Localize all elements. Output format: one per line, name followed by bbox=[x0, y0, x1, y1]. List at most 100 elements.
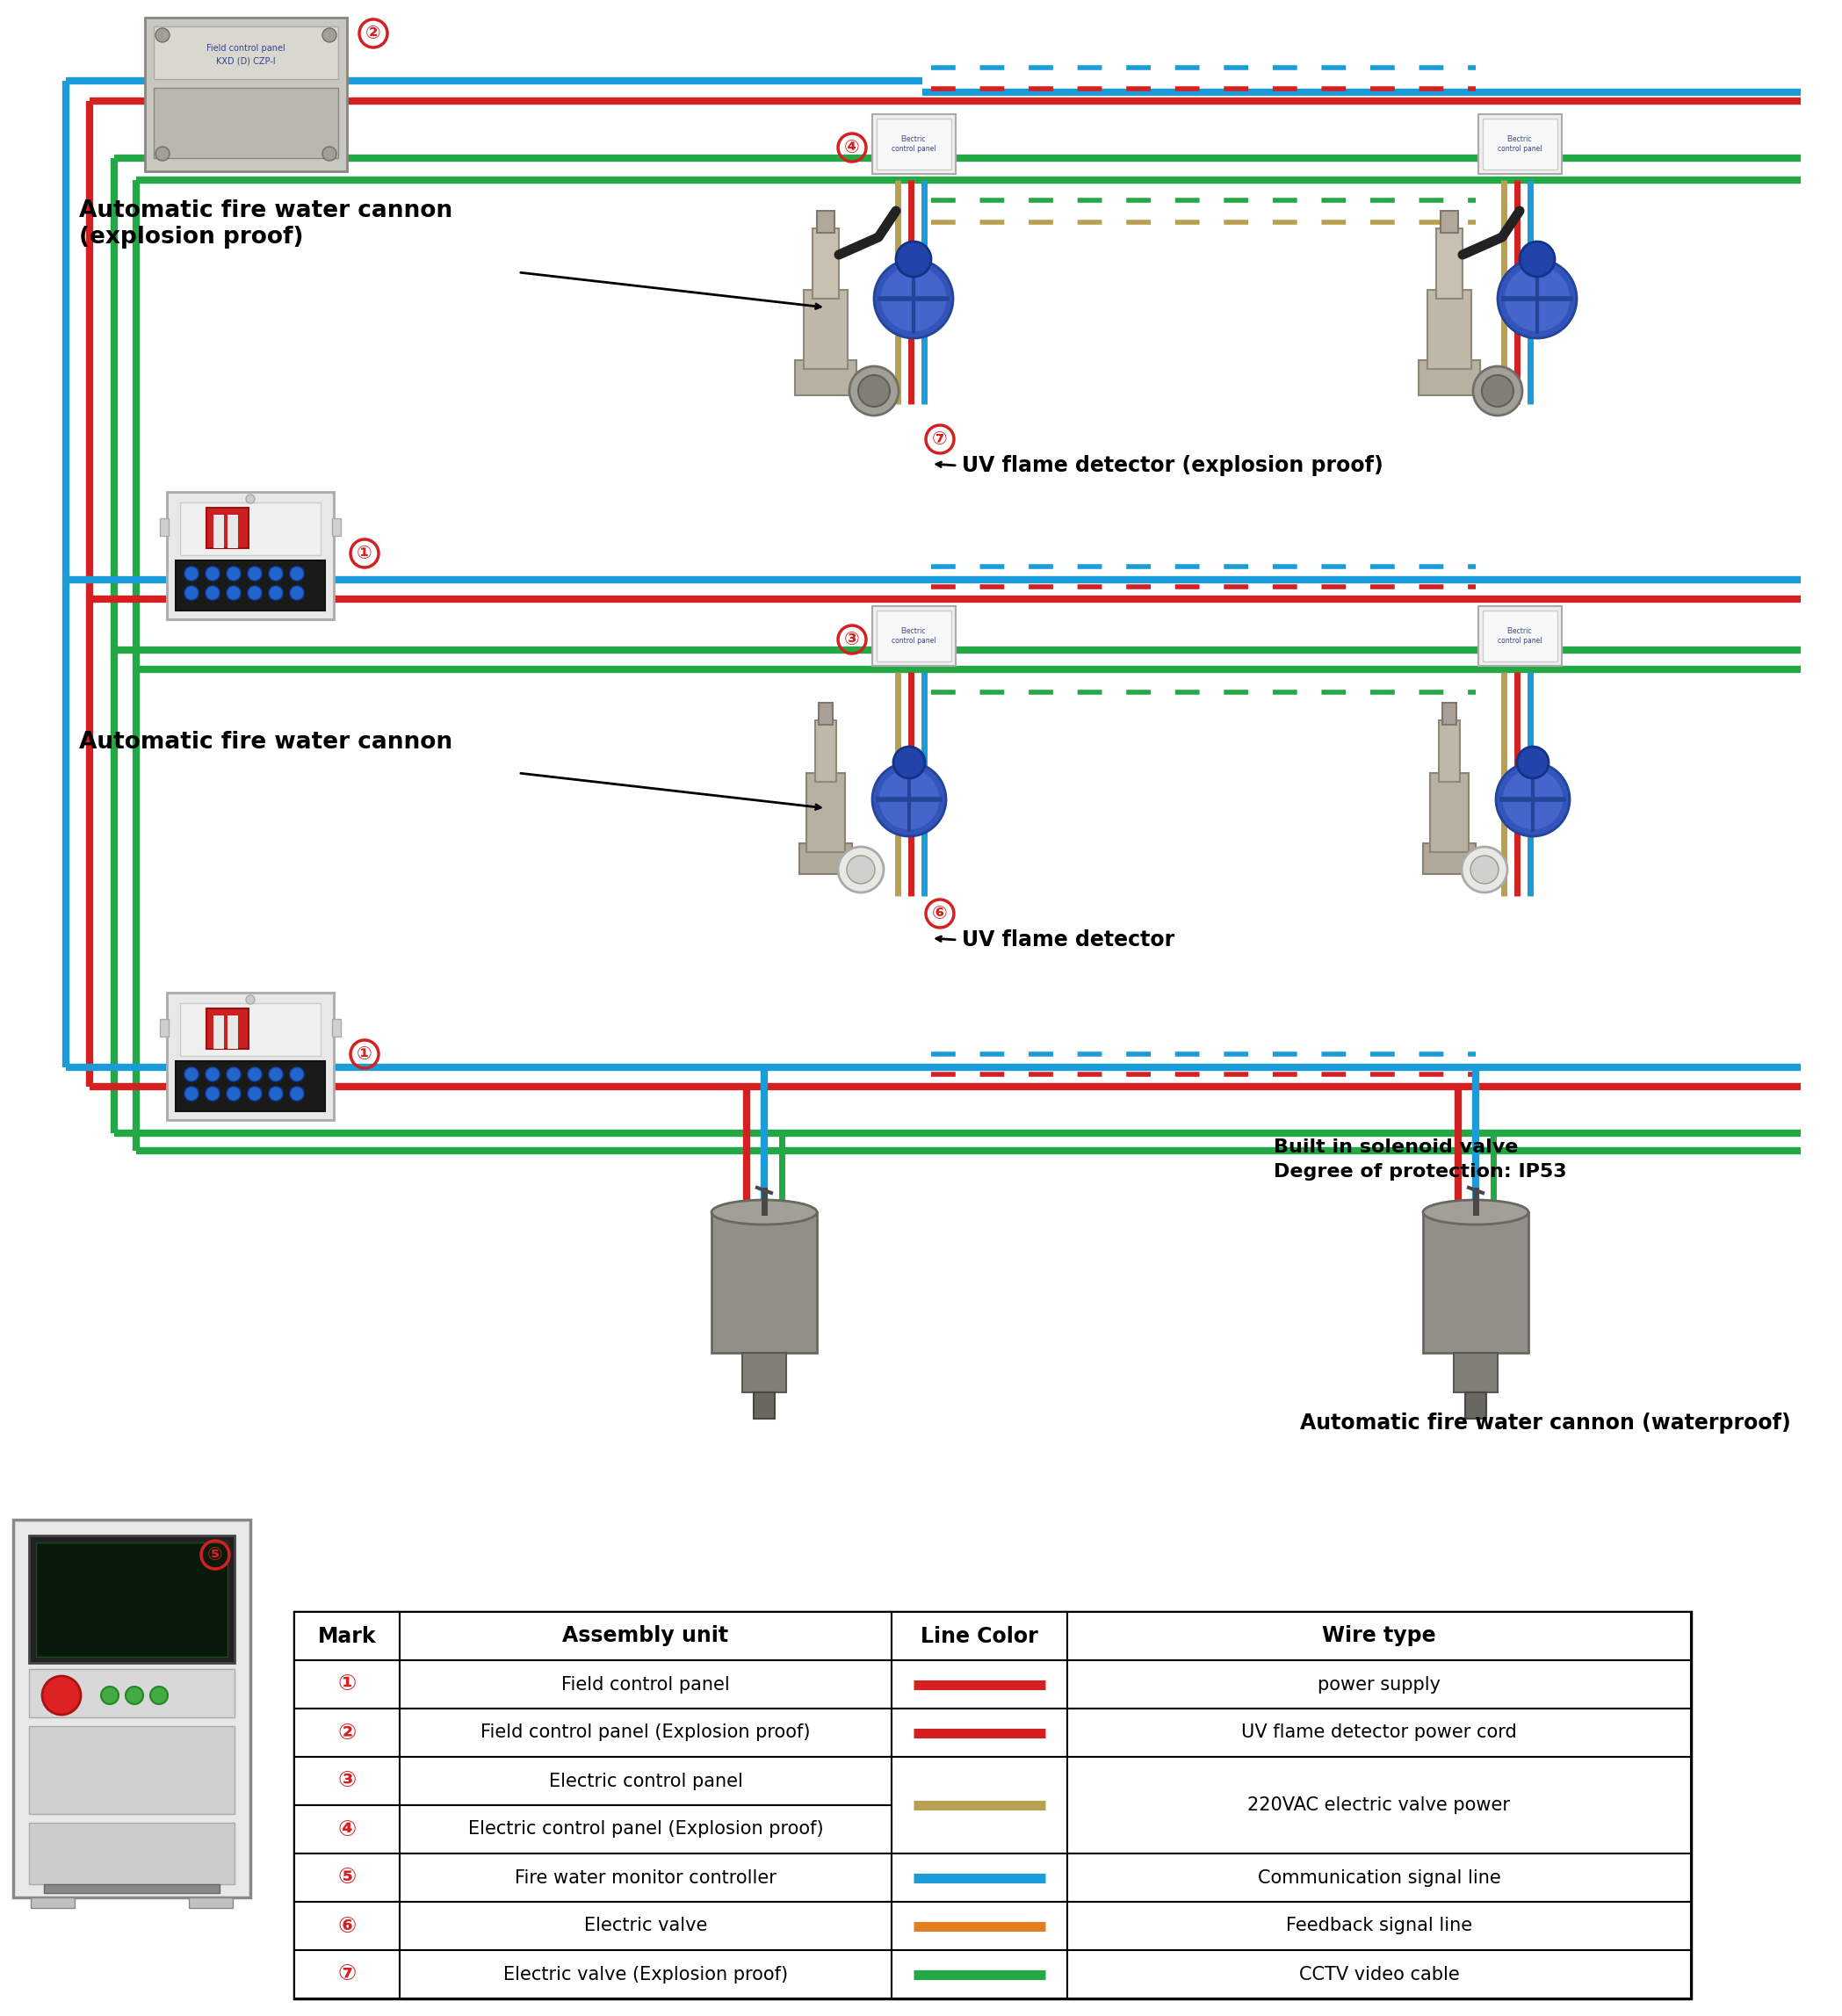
Circle shape bbox=[247, 566, 262, 581]
Text: ②: ② bbox=[365, 24, 381, 42]
Bar bbox=[29, 1669, 234, 1718]
Bar bbox=[753, 1393, 775, 1419]
Bar bbox=[807, 772, 845, 853]
Circle shape bbox=[1463, 847, 1507, 893]
Text: Electric control panel (Explosion proof): Electric control panel (Explosion proof) bbox=[468, 1820, 823, 1839]
Bar bbox=[295, 1804, 400, 1853]
Bar bbox=[228, 514, 238, 548]
Bar bbox=[295, 1949, 400, 1998]
Bar bbox=[146, 18, 346, 171]
Circle shape bbox=[206, 1066, 219, 1081]
Text: Wire type: Wire type bbox=[1323, 1625, 1437, 1647]
Bar bbox=[1067, 1901, 1691, 1949]
Bar bbox=[400, 1708, 892, 1756]
Circle shape bbox=[247, 494, 254, 504]
Text: Feedback signal line: Feedback signal line bbox=[1286, 1917, 1472, 1935]
Circle shape bbox=[1498, 260, 1577, 339]
Text: Communication signal line: Communication signal line bbox=[1258, 1869, 1501, 1887]
Circle shape bbox=[873, 260, 952, 339]
Bar bbox=[1442, 704, 1457, 724]
Circle shape bbox=[151, 1687, 168, 1704]
Bar bbox=[1428, 290, 1472, 369]
Circle shape bbox=[206, 587, 219, 601]
Bar bbox=[206, 1008, 249, 1048]
Bar bbox=[1424, 1212, 1529, 1353]
Text: ⑥: ⑥ bbox=[932, 905, 947, 923]
Circle shape bbox=[269, 587, 284, 601]
Circle shape bbox=[184, 587, 199, 601]
Text: UV flame detector power cord: UV flame detector power cord bbox=[1242, 1724, 1516, 1742]
Bar bbox=[812, 228, 838, 298]
Circle shape bbox=[227, 566, 241, 581]
Circle shape bbox=[879, 768, 939, 831]
Bar bbox=[1479, 115, 1562, 173]
Circle shape bbox=[849, 367, 899, 415]
Bar bbox=[175, 1060, 324, 1111]
Bar bbox=[892, 1901, 1067, 1949]
Bar bbox=[175, 560, 324, 611]
Text: 220VAC electric valve power: 220VAC electric valve power bbox=[1247, 1796, 1510, 1814]
Text: ①: ① bbox=[337, 1673, 356, 1695]
Circle shape bbox=[206, 1087, 219, 1101]
Text: Electric
control panel: Electric control panel bbox=[1498, 135, 1542, 153]
Bar bbox=[295, 1661, 400, 1708]
Text: Assembly unit: Assembly unit bbox=[562, 1625, 729, 1647]
Bar bbox=[400, 1901, 892, 1949]
Bar bbox=[796, 361, 857, 395]
Circle shape bbox=[155, 28, 169, 42]
Text: ①: ① bbox=[357, 544, 372, 562]
Circle shape bbox=[1470, 855, 1499, 883]
Bar bbox=[400, 1804, 892, 1853]
Text: ⑦: ⑦ bbox=[932, 431, 947, 448]
Circle shape bbox=[847, 855, 875, 883]
Bar bbox=[153, 89, 339, 157]
Bar bbox=[44, 1885, 219, 1893]
Text: Automatic fire water cannon (waterproof): Automatic fire water cannon (waterproof) bbox=[1300, 1413, 1790, 1433]
Bar bbox=[153, 26, 339, 79]
Circle shape bbox=[184, 1066, 199, 1081]
Bar bbox=[295, 1853, 400, 1901]
Bar bbox=[295, 1708, 400, 1756]
Bar bbox=[1067, 1661, 1691, 1708]
Bar bbox=[1464, 1393, 1486, 1419]
Bar bbox=[1424, 843, 1475, 875]
Text: Electric
control panel: Electric control panel bbox=[892, 627, 936, 645]
Bar bbox=[29, 1822, 234, 1885]
Bar bbox=[1067, 1613, 1691, 1661]
Circle shape bbox=[155, 147, 169, 161]
Bar bbox=[332, 1018, 341, 1036]
Text: Line Color: Line Color bbox=[921, 1625, 1039, 1647]
Bar bbox=[295, 1756, 400, 1804]
Bar bbox=[13, 1520, 251, 1897]
Circle shape bbox=[838, 847, 884, 893]
Bar bbox=[1439, 720, 1461, 782]
Text: ③: ③ bbox=[844, 631, 860, 649]
Bar bbox=[1437, 228, 1463, 298]
Circle shape bbox=[1503, 266, 1571, 333]
Text: UV flame detector: UV flame detector bbox=[962, 929, 1175, 950]
Circle shape bbox=[1520, 242, 1555, 276]
Circle shape bbox=[269, 1087, 284, 1101]
Bar bbox=[873, 607, 956, 665]
Bar bbox=[1483, 119, 1556, 169]
Bar bbox=[214, 1016, 225, 1048]
Bar bbox=[1440, 212, 1459, 232]
Bar bbox=[160, 1018, 169, 1036]
Circle shape bbox=[289, 1087, 304, 1101]
Bar bbox=[1067, 1708, 1691, 1756]
Bar bbox=[31, 1897, 76, 1907]
Bar bbox=[400, 1613, 892, 1661]
Circle shape bbox=[289, 587, 304, 601]
Bar bbox=[37, 1542, 228, 1657]
Circle shape bbox=[206, 566, 219, 581]
Circle shape bbox=[247, 1087, 262, 1101]
Bar bbox=[29, 1726, 234, 1814]
Circle shape bbox=[1481, 375, 1514, 407]
Circle shape bbox=[247, 996, 254, 1004]
Bar bbox=[400, 1853, 892, 1901]
Bar bbox=[892, 1613, 1067, 1661]
Circle shape bbox=[269, 566, 284, 581]
Ellipse shape bbox=[1424, 1200, 1529, 1224]
Circle shape bbox=[322, 147, 337, 161]
Text: Electric control panel: Electric control panel bbox=[549, 1772, 742, 1790]
